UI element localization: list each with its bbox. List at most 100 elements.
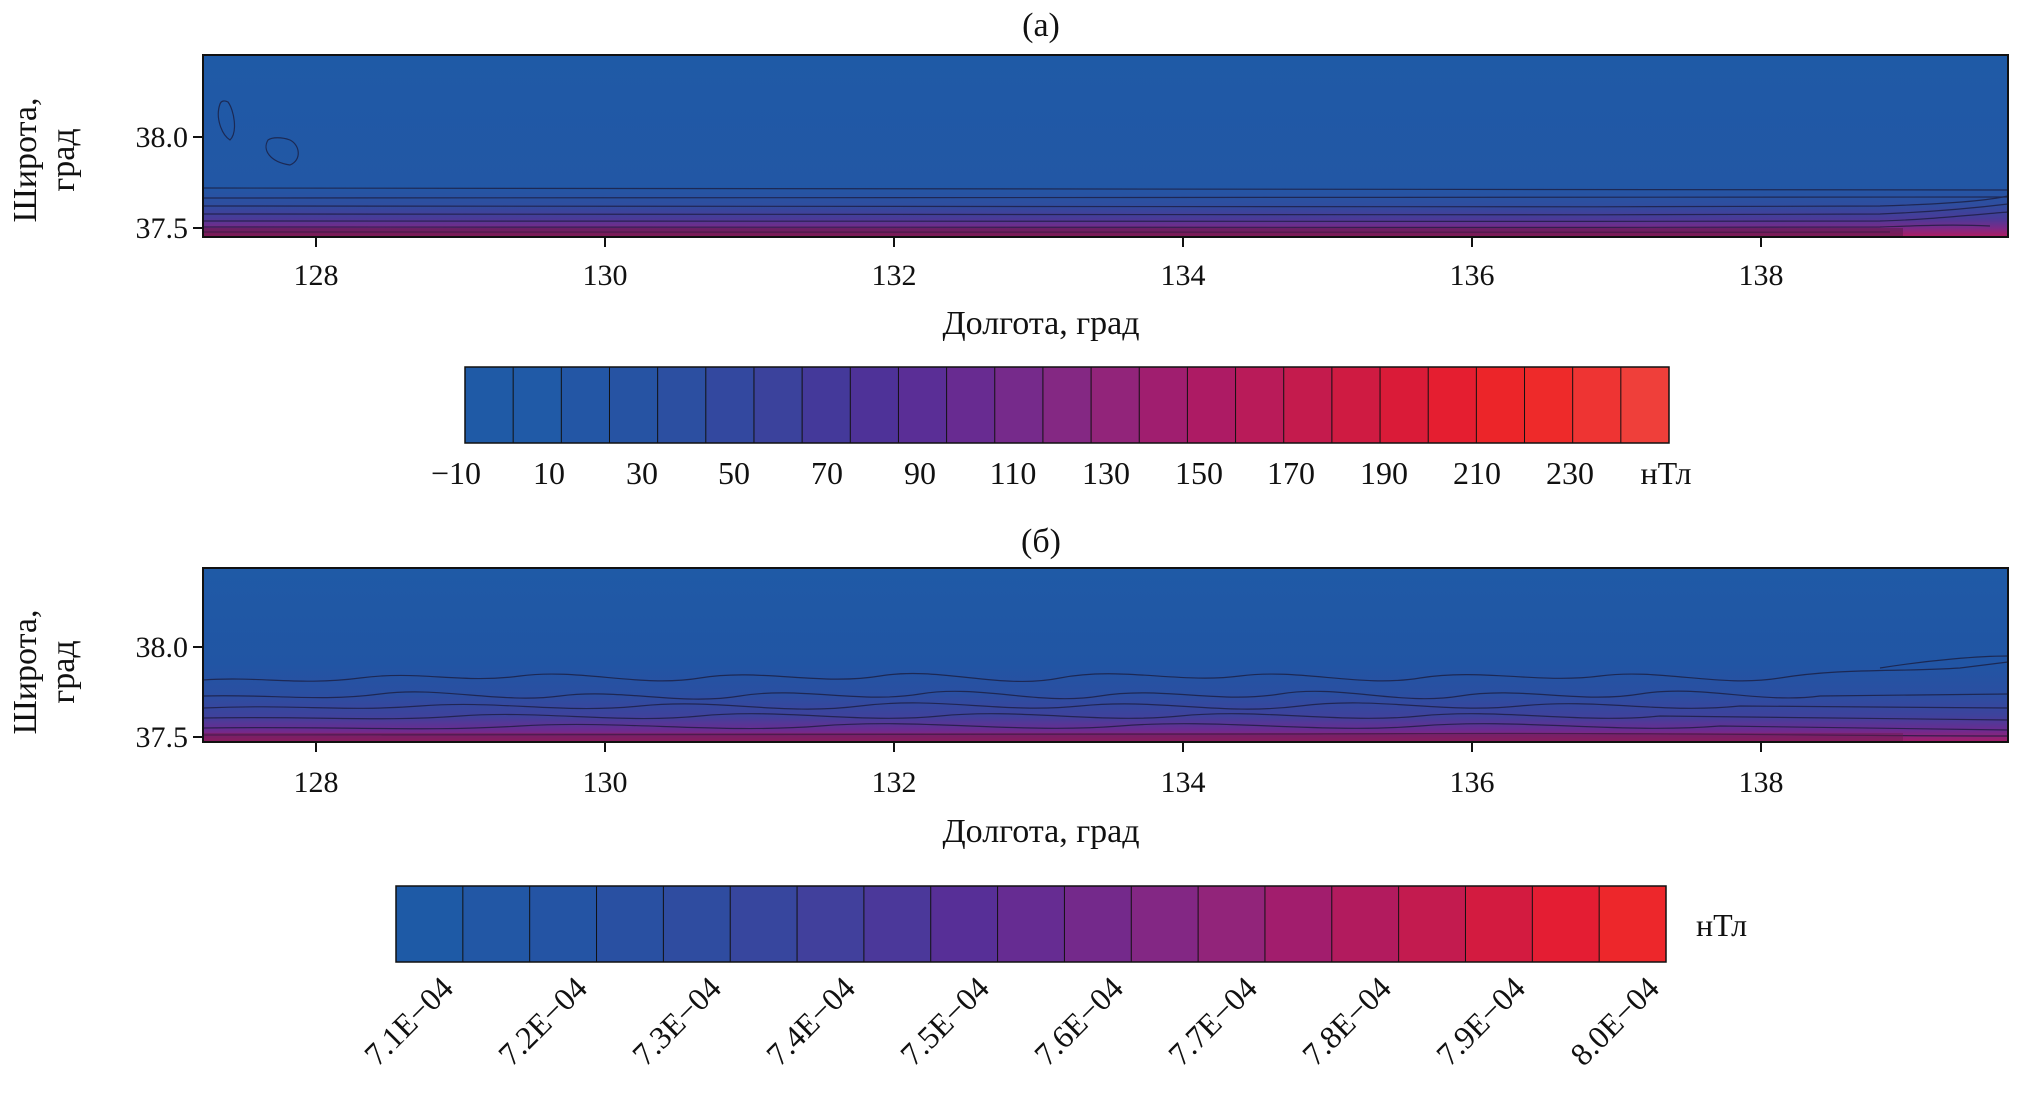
panel-b-colorbar-frame <box>395 885 1667 963</box>
panel-a-colorbar-cells <box>465 367 1670 443</box>
panel-a-x-axis: 128 130 132 134 136 138 Долгота, град <box>294 237 1784 342</box>
panel-b-plot-area <box>202 567 2009 743</box>
panel-b-ylabel-unit: град <box>45 640 82 703</box>
panel-b-xtick: 138 <box>1739 766 1784 799</box>
panel-b-colorbar-cell <box>930 886 999 962</box>
panel-a-ytick: 38.0 <box>136 121 189 154</box>
panel-b-hot-band <box>203 733 1903 742</box>
panel-a-colorbar-cell <box>561 367 610 443</box>
panel-b-xlabel: Долгота, град <box>942 813 1139 850</box>
panel-a-colorbar-cell <box>753 367 803 443</box>
panel-b: (б) 38.0 37.5 Широта, град <box>7 523 2009 1072</box>
panel-a-field <box>203 55 2008 237</box>
panel-a-colorbar-label: 230 <box>1546 455 1594 491</box>
panel-a-colorbar-cell <box>1139 367 1188 443</box>
panel-a-colorbar-label: 110 <box>990 455 1037 491</box>
panel-b-ytick: 38.0 <box>136 631 189 664</box>
panel-a-colorbar-label: 10 <box>533 455 565 491</box>
panel-b-colorbar-cell <box>1398 886 1466 962</box>
panel-b-colorbar-unit: нТл <box>1696 907 1747 943</box>
panel-a-colorbar-cell <box>513 367 562 443</box>
panel-a-hot-band <box>203 228 1903 237</box>
panel-a-colorbar-cell <box>1283 367 1333 443</box>
panel-b-colorbar-cell <box>1532 886 1600 962</box>
panel-a: (a) 38.0 37.5 Широта, <box>7 7 2009 491</box>
panel-a-colorbar-label: 150 <box>1175 455 1223 491</box>
panel-b-colorbar-cell <box>997 886 1065 962</box>
panel-b-colorbar-label: 7.5E−04 <box>893 969 996 1072</box>
panel-b-colorbar-label: 7.2E−04 <box>491 969 594 1072</box>
panel-b-colorbar-cell <box>730 886 798 962</box>
panel-a-colorbar-cell <box>946 367 996 443</box>
panel-a-y-axis: 38.0 37.5 Широта, град <box>7 98 203 245</box>
panel-a-colorbar-label: 90 <box>904 455 936 491</box>
panel-a-colorbar-cell <box>898 367 948 443</box>
panel-b-colorbar: нТл 7.1E−04 7.2E−04 7.3E−04 7.4E−04 7.5E… <box>357 885 1747 1072</box>
panel-b-colorbar-cell <box>1064 886 1132 962</box>
panel-a-colorbar-cell <box>1524 367 1574 443</box>
panel-b-colorbar-label: 7.1E−04 <box>357 969 460 1072</box>
panel-b-colorbar-label: 7.8E−04 <box>1295 969 1398 1072</box>
panel-a-colorbar-label: 190 <box>1360 455 1408 491</box>
panel-a-colorbar-cell <box>465 367 514 443</box>
panel-b-xtick: 128 <box>294 766 339 799</box>
panel-b-x-axis: 128 130 132 134 136 138 Долгота, град <box>294 742 1784 850</box>
panel-b-xtick: 136 <box>1450 766 1495 799</box>
panel-a-colorbar-cell <box>657 367 707 443</box>
panel-b-colorbar-label: 7.6E−04 <box>1027 969 1130 1072</box>
panel-a-frame <box>202 54 2009 238</box>
panel-b-colorbar-label: 7.9E−04 <box>1429 969 1532 1072</box>
panel-b-colorbar-label: 7.3E−04 <box>625 969 728 1072</box>
panel-a-colorbar: −10 10 30 50 70 90 110 130 150 170 190 2… <box>431 366 1692 491</box>
panel-a-ylabel-unit: град <box>45 128 82 191</box>
panel-a-xtick: 132 <box>872 259 917 292</box>
panel-b-ylabel: Широта, <box>7 610 44 735</box>
panel-b-colorbar-cell <box>1198 886 1266 962</box>
panel-a-colorbar-cell <box>1572 367 1622 443</box>
panel-a-colorbar-label: 210 <box>1453 455 1501 491</box>
panel-a-colorbar-cell <box>1331 367 1381 443</box>
panel-b-colorbar-cell <box>1599 886 1667 962</box>
panel-a-colorbar-label: 130 <box>1082 455 1130 491</box>
panel-b-colorbar-cell <box>529 886 598 962</box>
panel-a-colorbar-cell <box>1187 367 1237 443</box>
panel-b-y-axis: 38.0 37.5 Широта, град <box>7 610 203 754</box>
panel-b-colorbar-cell <box>863 886 932 962</box>
panel-b-colorbar-cell <box>1264 886 1333 962</box>
panel-a-colorbar-cell <box>1476 367 1526 443</box>
panel-b-field <box>203 568 2008 742</box>
panel-a-colorbar-frame <box>464 366 1670 444</box>
panel-b-contours <box>202 655 2009 737</box>
panel-b-colorbar-cell <box>462 886 531 962</box>
panel-a-xtick: 136 <box>1450 259 1495 292</box>
panel-b-colorbar-cell <box>663 886 731 962</box>
panel-a-colorbar-cell <box>705 367 755 443</box>
panel-b-ytick: 37.5 <box>136 721 189 754</box>
panel-a-colorbar-label: 170 <box>1267 455 1315 491</box>
panel-b-colorbar-label: 7.7E−04 <box>1161 969 1264 1072</box>
panel-b-colorbar-cell <box>1331 886 1400 962</box>
panel-b-xtick: 134 <box>1161 766 1206 799</box>
panel-a-colorbar-cell <box>1428 367 1477 443</box>
panel-b-xtick: 130 <box>583 766 628 799</box>
panel-a-colorbar-cell <box>1042 367 1092 443</box>
panel-b-colorbar-cells <box>396 886 1667 962</box>
panel-a-colorbar-cell <box>850 367 899 443</box>
panel-a-xtick: 128 <box>294 259 339 292</box>
panel-a-plot-area <box>202 54 2009 238</box>
panel-a-colorbar-cell <box>609 367 659 443</box>
panel-b-colorbar-cell <box>596 886 664 962</box>
panel-b-colorbar-cell <box>797 886 865 962</box>
panel-a-xtick: 134 <box>1161 259 1206 292</box>
panel-b-colorbar-cell <box>396 886 464 962</box>
panel-a-xtick: 130 <box>583 259 628 292</box>
panel-b-frame <box>202 567 2009 743</box>
panel-b-colorbar-label: 8.0E−04 <box>1563 969 1666 1072</box>
panel-a-colorbar-cell <box>1235 367 1285 443</box>
panel-b-xtick: 132 <box>872 766 917 799</box>
panel-a-colorbar-label: 70 <box>811 455 843 491</box>
panel-a-colorbar-cell <box>802 367 851 443</box>
panel-a-xlabel: Долгота, град <box>942 305 1139 342</box>
panel-a-colorbar-cell <box>1620 367 1670 443</box>
